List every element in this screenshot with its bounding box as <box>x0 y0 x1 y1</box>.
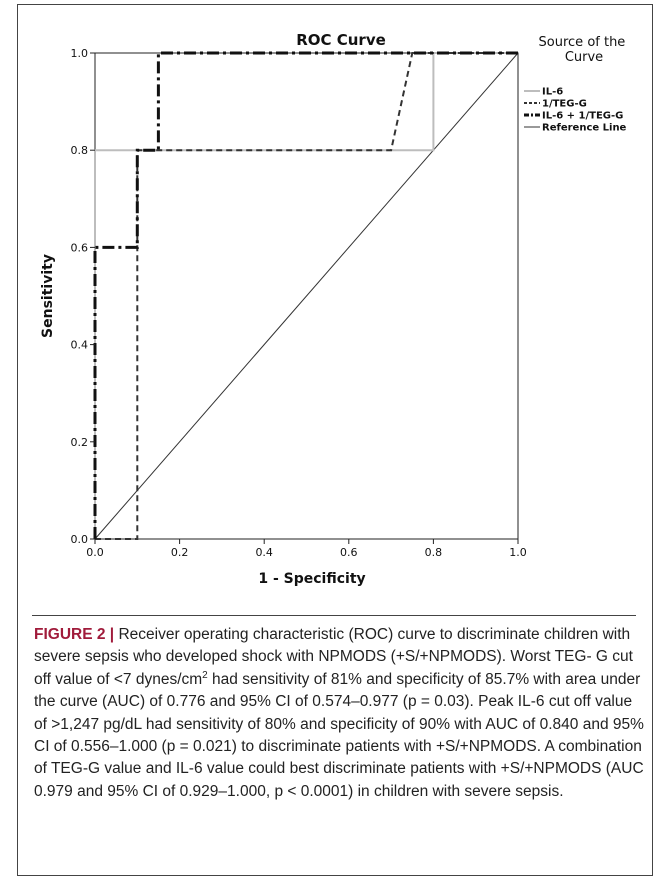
series-line-reference-line <box>94 52 519 540</box>
y-tick-label: 0.4 <box>71 339 89 352</box>
chart-title: ROC Curve <box>296 31 386 49</box>
y-tick-label: 0.0 <box>71 533 89 546</box>
x-tick-label: 0.8 <box>425 546 443 559</box>
y-tick-label: 1.0 <box>71 47 89 60</box>
x-tick-label: 0.4 <box>255 546 273 559</box>
y-axis-title: Sensitivity <box>40 254 56 338</box>
legend-title-line2: Curve <box>565 50 603 65</box>
legend: Source of the Curve IL-61/TEG-GIL-6 + 1/… <box>524 35 630 134</box>
roc-chart: 0.0 0.2 0.4 0.6 0.8 1.0 0.0 0.2 0.4 0.6 0.8 1.0 ROC… <box>40 31 630 587</box>
x-tick-label: 1.0 <box>509 546 527 559</box>
series-line-1-teg-g <box>95 52 518 540</box>
caption-text-2: had sensitivity of 81% and specificity o… <box>34 670 644 800</box>
legend-label: IL-6 + 1/TEG-G <box>542 111 623 122</box>
caption-superscript: 2 <box>202 669 208 681</box>
y-tick-label: 0.8 <box>71 144 89 157</box>
figure-frame <box>17 4 653 876</box>
x-tick-label: 0.0 <box>86 546 104 559</box>
legend-label: Reference Line <box>542 123 627 134</box>
legend-label: 1/TEG-G <box>542 99 587 110</box>
y-tick-label: 0.6 <box>71 241 89 254</box>
caption-divider <box>32 615 636 616</box>
x-tick-label: 0.2 <box>171 546 189 559</box>
series-line-il-6-1-teg-g <box>93 51 518 539</box>
legend-label: IL-6 <box>542 87 563 98</box>
x-axis-title: 1 - Specificity <box>258 571 365 587</box>
series-layer <box>93 51 519 540</box>
caption-text-1: Receiver operating characteristic (ROC) … <box>34 626 633 688</box>
legend-title: Source of the Curve <box>539 35 630 65</box>
legend-title-line1: Source of the <box>539 35 626 50</box>
y-tick-label: 0.2 <box>71 436 89 449</box>
figure-label: FIGURE 2 | <box>34 626 115 643</box>
x-tick-label: 0.6 <box>340 546 358 559</box>
figure-caption: FIGURE 2 | Receiver operating characteri… <box>34 624 644 803</box>
axis-ticks: 0.0 0.2 0.4 0.6 0.8 1.0 0.0 0.2 0.4 0.6 0.8 1.0 <box>71 47 527 559</box>
